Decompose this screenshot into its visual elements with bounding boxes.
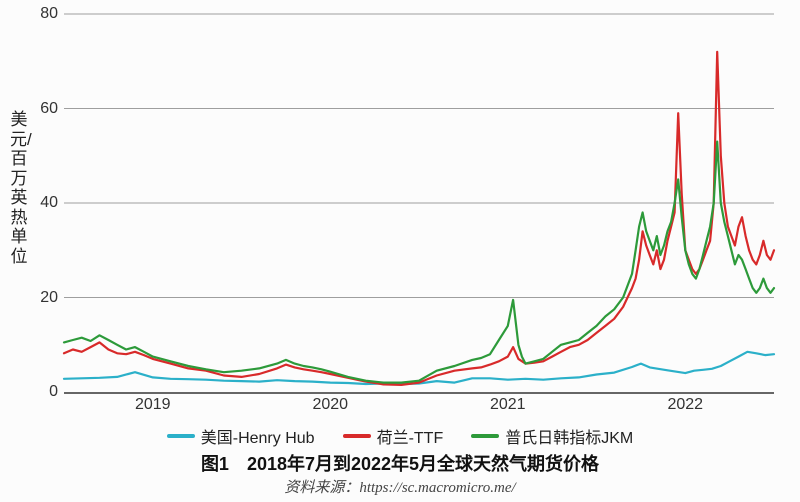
legend-swatch bbox=[343, 434, 371, 438]
legend-item: 荷兰-TTF bbox=[343, 424, 444, 448]
legend-swatch bbox=[471, 434, 499, 438]
chart-source: 资料来源：https://sc.macromicro.me/ bbox=[0, 476, 800, 497]
legend: 美国-Henry Hub 荷兰-TTF 普氏日韩指标JKM bbox=[0, 424, 800, 448]
y-tick-label: 80 bbox=[18, 5, 58, 23]
x-tick-label: 2021 bbox=[490, 396, 526, 414]
series-line bbox=[64, 52, 774, 385]
legend-item: 美国-Henry Hub bbox=[167, 424, 315, 448]
legend-label: 美国-Henry Hub bbox=[201, 424, 315, 448]
x-tick-label: 2019 bbox=[135, 396, 171, 414]
series-line bbox=[64, 352, 774, 384]
legend-label: 荷兰-TTF bbox=[377, 424, 444, 448]
y-axis-title: 美元/百万英热单位 bbox=[10, 110, 28, 266]
legend-label: 普氏日韩指标JKM bbox=[505, 424, 633, 448]
chart-svg bbox=[64, 14, 774, 392]
x-tick-label: 2022 bbox=[667, 396, 703, 414]
chart-caption: 图1 2018年7月到2022年5月全球天然气期货价格 bbox=[0, 450, 800, 476]
y-tick-label: 40 bbox=[18, 194, 58, 212]
y-tick-label: 60 bbox=[18, 100, 58, 118]
y-tick-label: 20 bbox=[18, 289, 58, 307]
y-tick-label: 0 bbox=[18, 383, 58, 401]
series-line bbox=[64, 142, 774, 383]
plot-area bbox=[64, 14, 774, 394]
legend-swatch bbox=[167, 434, 195, 438]
x-tick-label: 2020 bbox=[312, 396, 348, 414]
legend-item: 普氏日韩指标JKM bbox=[471, 424, 633, 448]
chart-container: 美元/百万英热单位 0 20 40 60 80 2019 2020 2021 2022 美国-… bbox=[0, 0, 800, 502]
